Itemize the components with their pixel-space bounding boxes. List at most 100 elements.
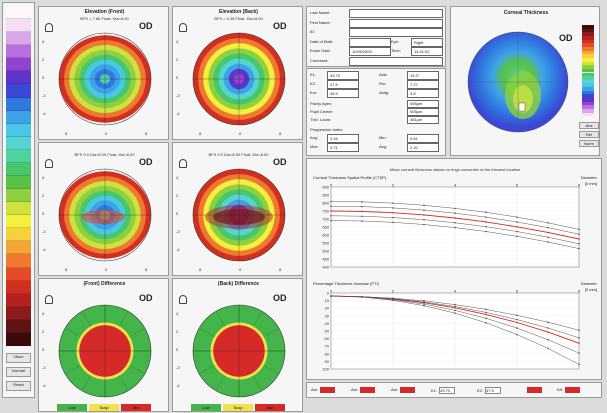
series-point (516, 327, 518, 329)
color-scale-swatch (6, 6, 31, 20)
patient-extra-field[interactable]: Right (411, 37, 443, 47)
map-subtitle: BFS 9.0 Dia=8.00 Float, Dia=8.00 (208, 152, 269, 157)
thickness-scale-swatch (582, 109, 594, 113)
patient-field[interactable] (349, 9, 443, 18)
footer-item-0: Ast: (311, 387, 335, 393)
color-scale-swatch (6, 319, 31, 333)
k-value: 43.70 (327, 71, 359, 80)
diff-legend-2[interactable]: Abn (121, 404, 151, 411)
footer-bar: Ast: Ast: Ast: K1: 43.70 K2: 47.5 Dif: (306, 382, 602, 398)
series-point (454, 309, 456, 312)
patient-field[interactable]: 11/06/2009 (349, 47, 391, 56)
keratometry-panel: K1: 43.70 Axis: 15.3° K2: 47.5 Rm: 7.27 Km: 45.5 A… (306, 68, 446, 156)
patient-field[interactable] (349, 28, 443, 37)
scale-normal-button[interactable]: Normal (6, 367, 31, 377)
map-eye-label: OD (139, 157, 153, 167)
x-tick-label: 8 (578, 183, 581, 188)
map-plot (58, 32, 152, 126)
scale-reset-button[interactable]: Reset (6, 381, 31, 391)
pti-graph[interactable]: Percentage Thickness Increase (PTI) Diam… (309, 281, 601, 379)
footer-label: K2: (477, 387, 484, 393)
cornea-norm-button[interactable]: Norm (579, 140, 599, 147)
series-point (485, 225, 487, 228)
color-scale-swatch (6, 32, 31, 46)
map-panel-2[interactable]: BFS 9.0 Dia=8.00 Float, Dia=8.00 OD 8 0 8 4 2 0… (38, 142, 169, 276)
map-y-tick: -2 (176, 93, 180, 98)
footer-label: K1: (431, 387, 438, 393)
map-y-tick: -4 (176, 247, 180, 252)
series-point (578, 337, 580, 339)
footer-value-box (527, 387, 542, 393)
color-scale-swatch (6, 202, 31, 216)
prog-value-2: 2.20 (407, 143, 439, 152)
footer-value-box (565, 387, 580, 393)
pti-right-label-1: Diameter (580, 281, 597, 286)
map-y-tick: 0 (176, 211, 179, 216)
y-tick-label: 70 (325, 344, 330, 349)
series-point (485, 216, 487, 218)
ctsp-title: Corneal Thickness Spatial Profile (CTSP) (313, 175, 387, 180)
color-scale-swatch (6, 19, 31, 33)
patient-label: Date of Birth: (310, 38, 334, 44)
series-point (578, 238, 580, 240)
patient-field[interactable] (349, 18, 443, 28)
map-eye-label: OD (139, 293, 153, 303)
diff-legend-2[interactable]: Abn (255, 404, 285, 411)
graphs-panel: Mean corneal thickness values on rings c… (306, 158, 602, 380)
scale-25um-button[interactable]: 25um (6, 353, 31, 363)
pachy-value: 495μm (407, 100, 439, 108)
y-tick-label: 800 (322, 201, 329, 206)
series-point (485, 230, 487, 233)
series-point (454, 222, 456, 224)
patient-extra-label: Time: (391, 48, 401, 53)
series-point (454, 312, 456, 314)
patient-field[interactable] (349, 56, 443, 66)
footer-item-2: Ast: (391, 387, 415, 393)
ctsp-graph[interactable]: Corneal Thickness Spatial Profile (CTSP)… (309, 175, 601, 277)
thickness-scale-swatch (582, 46, 594, 51)
series-point (423, 218, 425, 221)
diff-legend-1[interactable]: Susp (223, 404, 253, 411)
map-x-tick: 8 (145, 267, 148, 272)
map-panel-1[interactable]: Elevation (Back) BFS = 6.36 Float, Dia=8.… (172, 6, 303, 140)
diff-legend-1[interactable]: Susp (89, 404, 119, 411)
ctsp-plot: 0 2 4 6 8 900 850 800 750 700 650 600 550 500 450 400 (322, 183, 581, 270)
series-point (578, 352, 580, 354)
footer-value-box (359, 387, 375, 393)
series-point (485, 317, 487, 320)
pachy-label: Thin. Locat: (310, 117, 331, 122)
patient-icon (45, 295, 53, 304)
patient-icon (179, 159, 187, 168)
cornea-abs-button[interactable]: Abs (579, 122, 599, 129)
patient-field[interactable] (349, 37, 391, 47)
y-tick-label: 90 (325, 359, 330, 364)
map-plot (58, 168, 152, 262)
map-y-tick: -2 (42, 365, 46, 370)
series-point (330, 200, 332, 203)
series-point (578, 243, 580, 245)
y-tick-label: 900 (322, 185, 329, 190)
map-panel-0[interactable]: Elevation (Front) BFS = 7.86 Float, Dia=8… (38, 6, 169, 140)
pachy-value: 481μm (407, 116, 439, 124)
thickness-scale-swatch (582, 101, 594, 106)
corneal-thickness-title: Corneal Thickness (503, 10, 549, 16)
map-y-tick: -2 (42, 93, 46, 98)
map-y-tick: 4 (176, 39, 179, 44)
series-point (423, 300, 425, 302)
x-tick-label: 2 (392, 289, 395, 294)
map-eye-label: OD (273, 21, 287, 31)
patient-label: ID: (310, 29, 316, 34)
map-y-tick: 4 (42, 175, 45, 180)
thickness-scale-swatch (582, 54, 594, 58)
k-label: K2: (310, 81, 317, 86)
patient-extra-field[interactable]: 14:31:52 (411, 47, 443, 56)
map-panel-3[interactable]: BFS 9.0 Dia=8.00 Float, Dia=8.00 OD 8 0 8 4 2 0… (172, 142, 303, 276)
diff-legend-0[interactable]: Low (191, 404, 221, 411)
corneal-thickness-map[interactable] (461, 25, 576, 150)
thickness-scale-swatch (582, 83, 594, 88)
diff-legend-0[interactable]: Low (57, 404, 87, 411)
cornea-rel-button[interactable]: Rel (579, 131, 599, 138)
series-point (485, 211, 487, 214)
